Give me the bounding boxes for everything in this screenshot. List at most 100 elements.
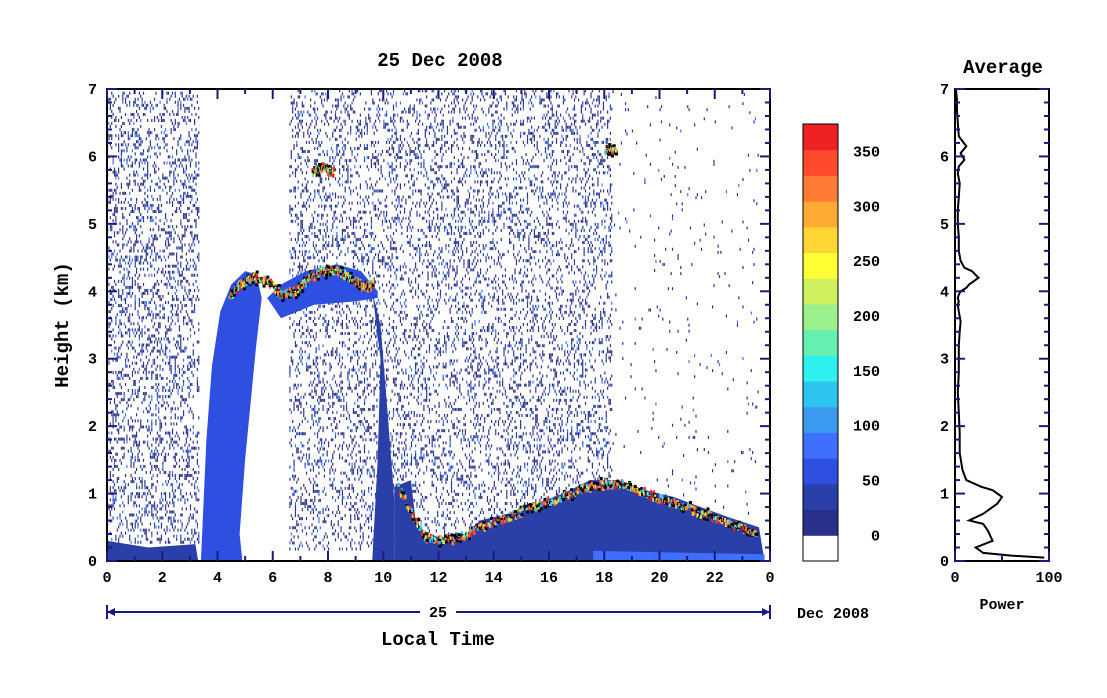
noise-speck (109, 440, 111, 444)
noise-speck (115, 404, 117, 408)
noise-speck (357, 398, 359, 402)
noise-speck (294, 107, 297, 111)
noise-speck (171, 501, 174, 505)
noise-speck (170, 237, 172, 241)
noise-speck (192, 373, 194, 377)
noise-speck (141, 140, 143, 144)
noise-speck (347, 371, 349, 375)
noise-speck (123, 455, 125, 459)
noise-speck (303, 407, 305, 411)
noise-speck (323, 256, 326, 260)
noise-speck (159, 249, 161, 253)
noise-speck (126, 355, 128, 359)
noise-speck (195, 480, 197, 484)
noise-speck (337, 98, 339, 102)
noise-speck (368, 526, 370, 530)
noise-speck (312, 511, 315, 515)
noise-speck (314, 101, 316, 105)
noise-speck (354, 353, 356, 357)
noise-speck (160, 522, 163, 526)
noise-speck (181, 94, 183, 98)
noise-speck (348, 462, 350, 466)
noise-speck (126, 146, 128, 150)
noise-speck (155, 382, 157, 386)
noise-speck (292, 492, 294, 496)
noise-speck (180, 279, 182, 283)
noise-speck (354, 316, 356, 320)
noise-speck (351, 89, 353, 93)
noise-speck (174, 464, 176, 468)
noise-speck (328, 508, 330, 512)
noise-speck (173, 376, 175, 380)
noise-speck (332, 350, 334, 354)
noise-speck (337, 195, 339, 199)
noise-speck (182, 167, 185, 171)
noise-speck (145, 343, 147, 347)
noise-speck (133, 355, 135, 359)
noise-speck (126, 352, 128, 356)
noise-speck (162, 386, 164, 390)
noise-speck (339, 310, 341, 314)
noise-speck (131, 434, 134, 438)
noise-speck (112, 446, 114, 450)
noise-speck (340, 213, 342, 217)
noise-speck (134, 525, 136, 529)
noise-speck (118, 106, 120, 110)
noise-speck (300, 486, 302, 490)
noise-speck (122, 367, 124, 371)
noise-speck (122, 307, 124, 311)
noise-speck (352, 407, 355, 411)
noise-speck (366, 383, 368, 387)
noise-speck (153, 115, 156, 119)
noise-speck (341, 234, 344, 238)
noise-speck (122, 340, 124, 344)
noise-speck (174, 495, 176, 499)
noise-speck (166, 100, 168, 104)
noise-speck (160, 534, 163, 538)
noise-speck (162, 437, 164, 441)
noise-speck (336, 262, 338, 266)
noise-speck (118, 376, 120, 380)
noise-speck (305, 453, 308, 457)
noise-speck (170, 194, 172, 198)
noise-speck (304, 253, 306, 257)
noise-speck (173, 125, 175, 129)
noise-speck (370, 514, 373, 518)
noise-speck (129, 513, 131, 517)
noise-speck (312, 107, 315, 111)
noise-speck (123, 258, 125, 262)
noise-speck (322, 508, 324, 512)
noise-speck (316, 368, 319, 372)
noise-speck (169, 364, 171, 368)
noise-speck (196, 173, 198, 177)
noise-speck (182, 382, 185, 386)
noise-speck (162, 267, 164, 271)
noise-speck (152, 210, 154, 214)
noise-speck (116, 452, 118, 456)
noise-speck (311, 508, 313, 512)
noise-speck (359, 526, 361, 530)
noise-speck (120, 182, 123, 186)
noise-speck (303, 395, 305, 399)
noise-speck (138, 298, 140, 302)
noise-speck (152, 285, 154, 289)
noise-speck (357, 322, 359, 326)
noise-speck (127, 319, 129, 323)
noise-speck (326, 219, 328, 223)
noise-speck (167, 237, 169, 241)
noise-speck (160, 492, 163, 496)
noise-speck (184, 285, 186, 289)
noise-speck (303, 410, 305, 414)
noise-speck (319, 356, 321, 360)
noise-speck (308, 250, 310, 254)
noise-speck (352, 265, 355, 269)
noise-speck (332, 131, 334, 135)
noise-speck (307, 508, 309, 512)
noise-speck (166, 346, 168, 350)
noise-speck (308, 383, 310, 387)
noise-speck (152, 346, 154, 350)
noise-speck (362, 407, 364, 411)
noise-speck (303, 256, 305, 260)
noise-speck (347, 453, 349, 457)
noise-speck (162, 449, 164, 453)
